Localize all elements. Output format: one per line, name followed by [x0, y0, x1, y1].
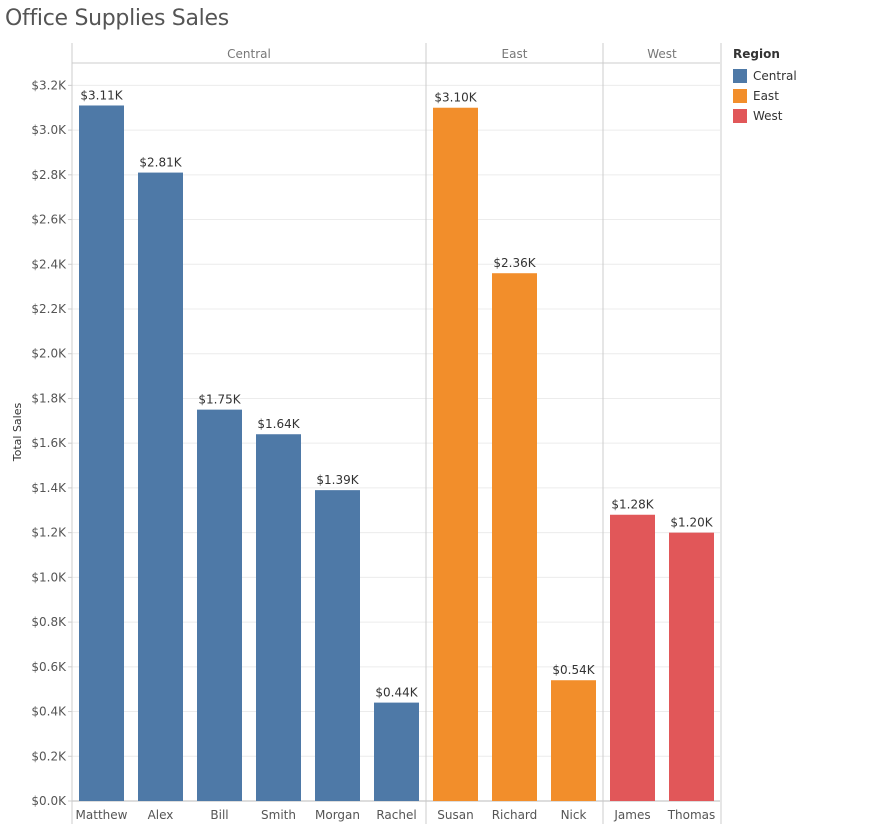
x-tick-label-morgan: Morgan: [315, 808, 360, 822]
y-tick-label: $2.2K: [31, 302, 67, 316]
bar-morgan: [315, 490, 360, 801]
y-tick-label: $1.2K: [31, 526, 67, 540]
bar-label-richard: $2.36K: [493, 256, 536, 270]
y-tick-label: $2.0K: [31, 347, 67, 361]
bar-alex: [138, 172, 183, 802]
y-tick-label: $3.2K: [31, 78, 67, 92]
group-header-east: East: [502, 47, 528, 61]
y-tick-label: $2.6K: [31, 213, 67, 227]
bar-matthew: [79, 105, 124, 801]
x-tick-label-matthew: Matthew: [76, 808, 128, 822]
y-axis-title: Total Sales: [11, 403, 24, 463]
legend-title: Region: [733, 47, 780, 61]
bar-label-susan: $3.10K: [434, 91, 477, 105]
x-tick-label-thomas: Thomas: [667, 808, 716, 822]
bar-susan: [433, 107, 478, 801]
bar-label-morgan: $1.39K: [316, 473, 359, 487]
legend-swatch: [733, 109, 747, 123]
x-tick-label-rachel: Rachel: [376, 808, 416, 822]
legend-item-central[interactable]: Central: [733, 66, 797, 86]
bar-label-smith: $1.64K: [257, 417, 300, 431]
bar-label-rachel: $0.44K: [375, 686, 418, 700]
bar-bill: [197, 409, 242, 801]
x-tick-label-nick: Nick: [561, 808, 587, 822]
y-tick-label: $1.8K: [31, 391, 67, 405]
legend-label: East: [753, 89, 779, 103]
y-tick-label: $2.4K: [31, 257, 67, 271]
y-tick-label: $0.4K: [31, 705, 67, 719]
y-tick-label: $1.6K: [31, 436, 67, 450]
y-tick-label: $1.0K: [31, 570, 67, 584]
legend-item-east[interactable]: East: [733, 86, 797, 106]
x-tick-label-richard: Richard: [492, 808, 538, 822]
y-tick-label: $2.8K: [31, 168, 67, 182]
y-tick-label: $1.4K: [31, 481, 67, 495]
x-tick-label-bill: Bill: [210, 808, 228, 822]
bar-label-bill: $1.75K: [198, 393, 241, 407]
bar-nick: [551, 680, 596, 801]
legend-label: West: [753, 109, 783, 123]
x-tick-label-smith: Smith: [261, 808, 296, 822]
bar-label-alex: $2.81K: [139, 156, 182, 170]
bar-richard: [492, 273, 537, 802]
y-tick-label: $0.8K: [31, 615, 67, 629]
legend-items: Central East West: [733, 66, 797, 126]
x-tick-label-alex: Alex: [148, 808, 174, 822]
group-header-west: West: [647, 47, 677, 61]
y-tick-label: $0.2K: [31, 749, 67, 763]
y-tick-label: $3.0K: [31, 123, 67, 137]
bar-rachel: [374, 702, 419, 801]
y-tick-label: $0.6K: [31, 660, 67, 674]
chart-title: Office Supplies Sales: [5, 6, 229, 31]
bar-thomas: [669, 532, 714, 801]
bar-label-matthew: $3.11K: [80, 88, 123, 102]
legend-item-west[interactable]: West: [733, 106, 797, 126]
bar-label-nick: $0.54K: [552, 663, 595, 677]
bar-label-james: $1.28K: [611, 498, 654, 512]
legend-swatch: [733, 69, 747, 83]
y-tick-label: $0.0K: [31, 794, 67, 808]
legend-swatch: [733, 89, 747, 103]
bar-label-thomas: $1.20K: [670, 516, 713, 530]
x-tick-label-susan: Susan: [437, 808, 473, 822]
bar-smith: [256, 434, 301, 801]
x-tick-label-james: James: [613, 808, 650, 822]
legend: Region Central East West: [733, 47, 797, 126]
bar-james: [610, 514, 655, 801]
group-header-central: Central: [227, 47, 271, 61]
legend-label: Central: [753, 69, 797, 83]
